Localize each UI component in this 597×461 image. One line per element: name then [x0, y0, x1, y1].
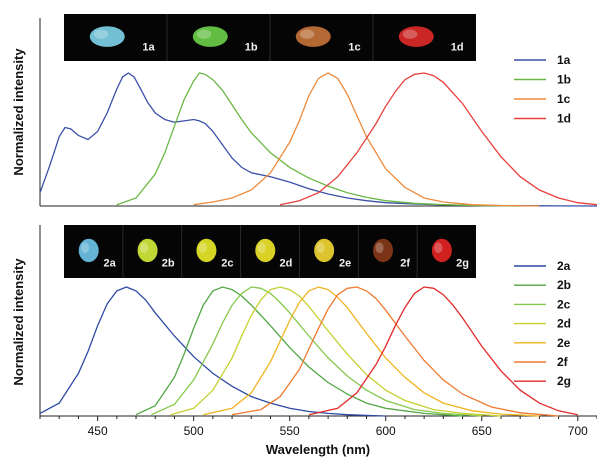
inset-label-1b: 1b: [245, 42, 258, 54]
bottom-series-lines: [39, 286, 578, 417]
sample-photo-1a: [89, 26, 125, 47]
inset-label-2e: 2e: [339, 257, 351, 269]
x-tick-label-450: 450: [88, 424, 108, 438]
legend-label-1b: 1b: [557, 73, 571, 87]
sample-glow-2b: [139, 242, 149, 254]
legend-label-2b: 2b: [557, 278, 571, 292]
top-photo-inset: 1a 1b 1c 1d: [64, 14, 476, 61]
sample-photo-2e: [314, 238, 335, 263]
series-line-2c: [151, 286, 482, 417]
sample-glow-1a: [93, 29, 109, 39]
bottom-photo-inset: 2a 2b 2c 2d 2e 2f 2g: [64, 225, 476, 278]
series-line-1c: [193, 72, 540, 207]
legend-label-2g: 2g: [557, 374, 571, 388]
sample-glow-1d: [402, 29, 418, 39]
x-tick-label-550: 550: [280, 424, 300, 438]
sample-glow-2d: [257, 242, 266, 254]
sample-photo-1c: [295, 26, 331, 47]
bottom-x-ticks: 450 500 550 600 650 700: [39, 416, 597, 438]
top-legend: 1a 1b 1c 1d: [514, 53, 571, 126]
series-line-2a: [39, 286, 386, 417]
top-y-axis-label: Normalized intensity: [11, 48, 26, 176]
sample-photo-1d: [398, 26, 434, 47]
inset-label-2d: 2d: [280, 257, 293, 269]
legend-label-2f: 2f: [557, 355, 569, 369]
sample-glow-1c: [299, 29, 315, 39]
sample-glow-1b: [196, 29, 212, 39]
sample-glow-2g: [434, 242, 443, 254]
sample-photo-2d: [255, 238, 276, 263]
sample-glow-2c: [198, 242, 208, 254]
legend-label-1c: 1c: [557, 92, 571, 106]
series-line-2d: [170, 286, 502, 417]
inset-label-1a: 1a: [142, 42, 155, 54]
sample-glow-2a: [81, 242, 90, 254]
sample-photo-2g: [431, 238, 452, 263]
x-tick-label-500: 500: [184, 424, 204, 438]
series-line-2g: [308, 286, 578, 416]
sample-photo-2c: [196, 238, 217, 263]
inset-label-2f: 2f: [400, 257, 410, 269]
series-line-2f: [231, 286, 559, 417]
top-series-lines: [39, 72, 597, 207]
x-tick-label-600: 600: [376, 424, 396, 438]
series-line-1d: [279, 72, 597, 206]
legend-label-2d: 2d: [557, 317, 571, 331]
top-panel: Normalized intensity 1a 1b 1c 1d 1a 1b 1c 1d: [11, 14, 597, 207]
sample-glow-2f: [375, 242, 384, 254]
sample-photo-2a: [78, 238, 99, 263]
bottom-y-axis-label: Normalized intensity: [11, 258, 26, 386]
legend-label-1a: 1a: [557, 53, 571, 67]
legend-label-2c: 2c: [557, 297, 571, 311]
legend-label-2a: 2a: [557, 259, 571, 273]
x-tick-label-650: 650: [472, 424, 492, 438]
x-tick-label-700: 700: [568, 424, 588, 438]
legend-label-2e: 2e: [557, 336, 571, 350]
inset-label-1c: 1c: [348, 42, 360, 54]
inset-label-2c: 2c: [221, 257, 233, 269]
sample-photo-1b: [192, 26, 228, 47]
sample-photo-2f: [373, 238, 394, 263]
legend-label-1d: 1d: [557, 112, 571, 126]
series-line-1a: [39, 72, 597, 207]
inset-label-2a: 2a: [104, 257, 117, 269]
sample-glow-2e: [316, 242, 325, 254]
inset-label-2b: 2b: [162, 257, 175, 269]
inset-label-1d: 1d: [451, 42, 464, 54]
series-line-2e: [203, 286, 540, 417]
series-line-1b: [116, 72, 521, 207]
bottom-legend: 2a 2b 2c 2d 2e 2f 2g: [514, 259, 571, 388]
inset-label-2g: 2g: [456, 257, 469, 269]
bottom-x-axis-label: Wavelength (nm): [266, 442, 370, 457]
sample-photo-2b: [137, 238, 158, 263]
bottom-panel: Normalized intensity 450 500 550 600 650 700 …: [11, 225, 597, 457]
series-line-2b: [135, 286, 463, 417]
